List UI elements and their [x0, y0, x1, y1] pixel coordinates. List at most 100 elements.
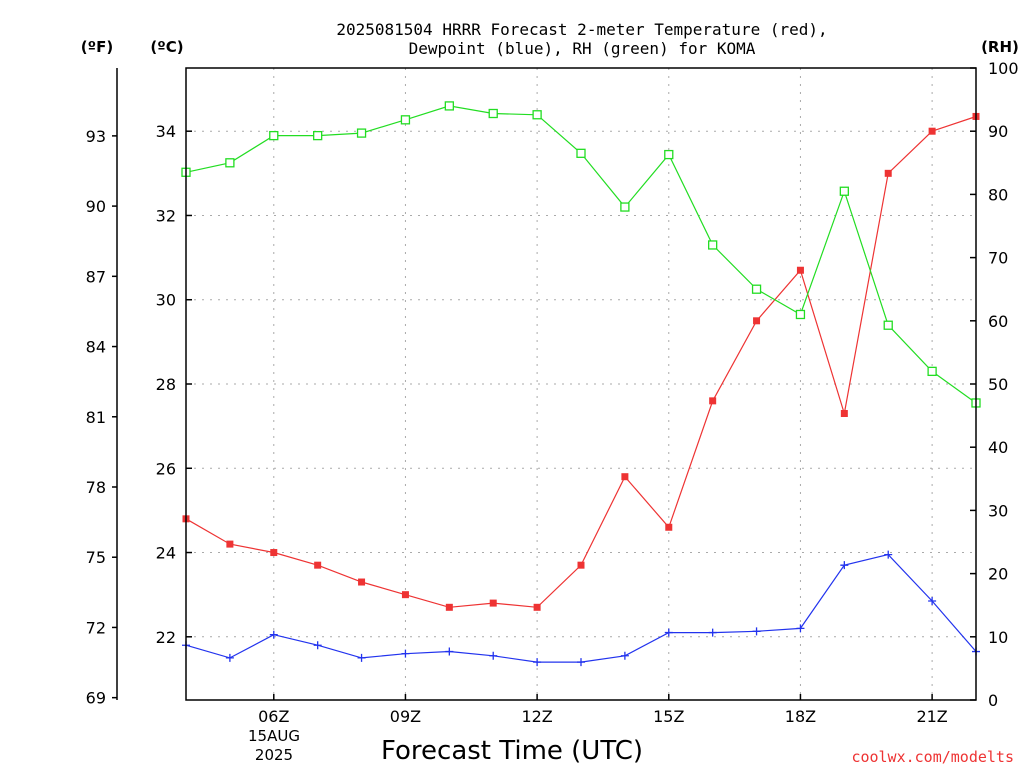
- temperature-point-10: [445, 603, 453, 611]
- tick-label-rh-80: 80: [988, 185, 1008, 204]
- rh-point-7: [313, 130, 323, 141]
- tick-label-c-30: 30: [156, 291, 176, 310]
- temperature-point-21: [928, 127, 936, 135]
- dewpoint-point-7: [313, 641, 322, 650]
- tick-label-rh-30: 30: [988, 501, 1008, 520]
- rh-unit-label: (RH): [981, 38, 1019, 56]
- dewpoint-point-18: [796, 624, 805, 633]
- temp-c-unit-label: (ºC): [150, 38, 183, 56]
- tick-label-x-09Z: 09Z: [390, 707, 421, 726]
- tick-label-f-78: 78: [86, 478, 106, 497]
- rh-point-10: [444, 101, 454, 111]
- grid-lines: [186, 68, 976, 700]
- temperature-point-16: [709, 397, 717, 405]
- temperature-point-14: [621, 473, 629, 481]
- tick-label-rh-20: 20: [988, 565, 1008, 584]
- tick-label-rh-60: 60: [988, 312, 1008, 331]
- temperature-point-6: [270, 549, 278, 557]
- dewpoint-point-15: [664, 628, 673, 637]
- watermark: coolwx.com/modelts: [851, 748, 1014, 766]
- temperature-point-5: [226, 540, 234, 548]
- rh-point-9: [400, 115, 411, 125]
- dewpoint-point-19: [840, 561, 849, 570]
- tick-label-rh-0: 0: [988, 691, 998, 710]
- tick-label-f-93: 93: [86, 127, 106, 146]
- tick-label-x-18Z: 18Z: [785, 707, 816, 726]
- rh-point-12: [532, 110, 542, 120]
- temperature-point-17: [753, 317, 761, 325]
- temperature-point-11: [489, 599, 497, 607]
- tick-label-f-75: 75: [86, 548, 106, 567]
- x-axis-title: Forecast Time (UTC): [381, 736, 643, 766]
- dewpoint-series-line: [185, 553, 977, 663]
- series-layer: [181, 101, 981, 667]
- dewpoint-point-21: [928, 596, 937, 605]
- chart-title-line-1: 2025081504 HRRR Forecast 2-meter Tempera…: [336, 20, 827, 39]
- rh-point-21: [927, 366, 937, 377]
- rh-point-13: [576, 148, 586, 158]
- tick-label-rh-90: 90: [988, 122, 1008, 141]
- temperature-point-18: [796, 266, 804, 274]
- tick-label-c-22: 22: [156, 628, 176, 647]
- tick-label-c-26: 26: [156, 459, 176, 478]
- dewpoint-point-11: [489, 651, 498, 660]
- temperature-point-13: [577, 561, 585, 569]
- temperature-point-8: [358, 578, 366, 586]
- dewpoint-point-13: [577, 658, 585, 667]
- temperature-point-9: [401, 591, 409, 599]
- rh-point-19: [839, 186, 849, 196]
- rh-point-17: [751, 284, 762, 294]
- tick-label-rh-10: 10: [988, 628, 1008, 647]
- tick-label-rh-100: 100: [988, 59, 1019, 78]
- temperature-point-15: [665, 523, 673, 531]
- tick-label-rh-40: 40: [988, 438, 1008, 457]
- tick-label-f-84: 84: [86, 338, 106, 357]
- tick-label-x-15Z: 15Z: [653, 707, 684, 726]
- tick-label-c-28: 28: [156, 375, 176, 394]
- dewpoint-point-12: [533, 658, 542, 667]
- dewpoint-point-9: [401, 649, 410, 658]
- dewpoint-point-17: [752, 627, 761, 636]
- rh-point-5: [225, 158, 235, 168]
- tick-label-f-72: 72: [86, 618, 106, 637]
- tick-label-x-12Z: 12Z: [521, 707, 552, 726]
- chart-title-line-2: Dewpoint (blue), RH (green) for KOMA: [409, 39, 756, 58]
- dewpoint-point-16: [708, 628, 717, 637]
- tick-labels: 22 24 26 28 30 32 34 69 72 75 78 81 84 87 90 93 0 10 20 30 4…: [86, 59, 1019, 726]
- rh-point-20: [883, 320, 893, 330]
- temperature-point-12: [533, 603, 541, 611]
- date-label-day: 15AUG: [248, 727, 300, 745]
- tick-label-rh-70: 70: [988, 249, 1008, 268]
- dewpoint-point-5: [225, 653, 234, 662]
- tick-label-f-81: 81: [86, 408, 106, 427]
- tick-label-f-69: 69: [86, 689, 106, 708]
- rh-point-18: [795, 309, 806, 320]
- dewpoint-point-14: [620, 651, 629, 660]
- tick-label-rh-50: 50: [988, 375, 1008, 394]
- tick-label-c-34: 34: [156, 122, 176, 141]
- tick-label-c-32: 32: [156, 206, 176, 225]
- temperature-point-19: [840, 409, 848, 417]
- rh-point-6: [269, 130, 279, 141]
- rh-point-14: [620, 202, 630, 212]
- plot-frame: [185, 67, 977, 701]
- rh-point-8: [356, 128, 367, 138]
- temperature-point-7: [314, 561, 322, 569]
- rh-point-15: [664, 149, 674, 160]
- dewpoint-point-20: [884, 550, 893, 559]
- tick-label-x-21Z: 21Z: [916, 707, 947, 726]
- temperature-series-line: [185, 115, 977, 608]
- rh-point-16: [708, 240, 718, 250]
- dewpoint-point-6: [269, 630, 278, 639]
- temperature-point-20: [884, 169, 892, 177]
- tick-label-f-87: 87: [86, 267, 106, 286]
- tick-label-f-90: 90: [86, 197, 106, 216]
- tick-label-c-24: 24: [156, 544, 176, 563]
- date-label-year: 2025: [255, 746, 293, 764]
- rh-point-11: [488, 108, 498, 119]
- tick-label-x-06Z: 06Z: [258, 707, 289, 726]
- dewpoint-point-8: [357, 653, 366, 662]
- dewpoint-point-10: [445, 647, 454, 656]
- temp-f-unit-label: (ºF): [81, 38, 113, 56]
